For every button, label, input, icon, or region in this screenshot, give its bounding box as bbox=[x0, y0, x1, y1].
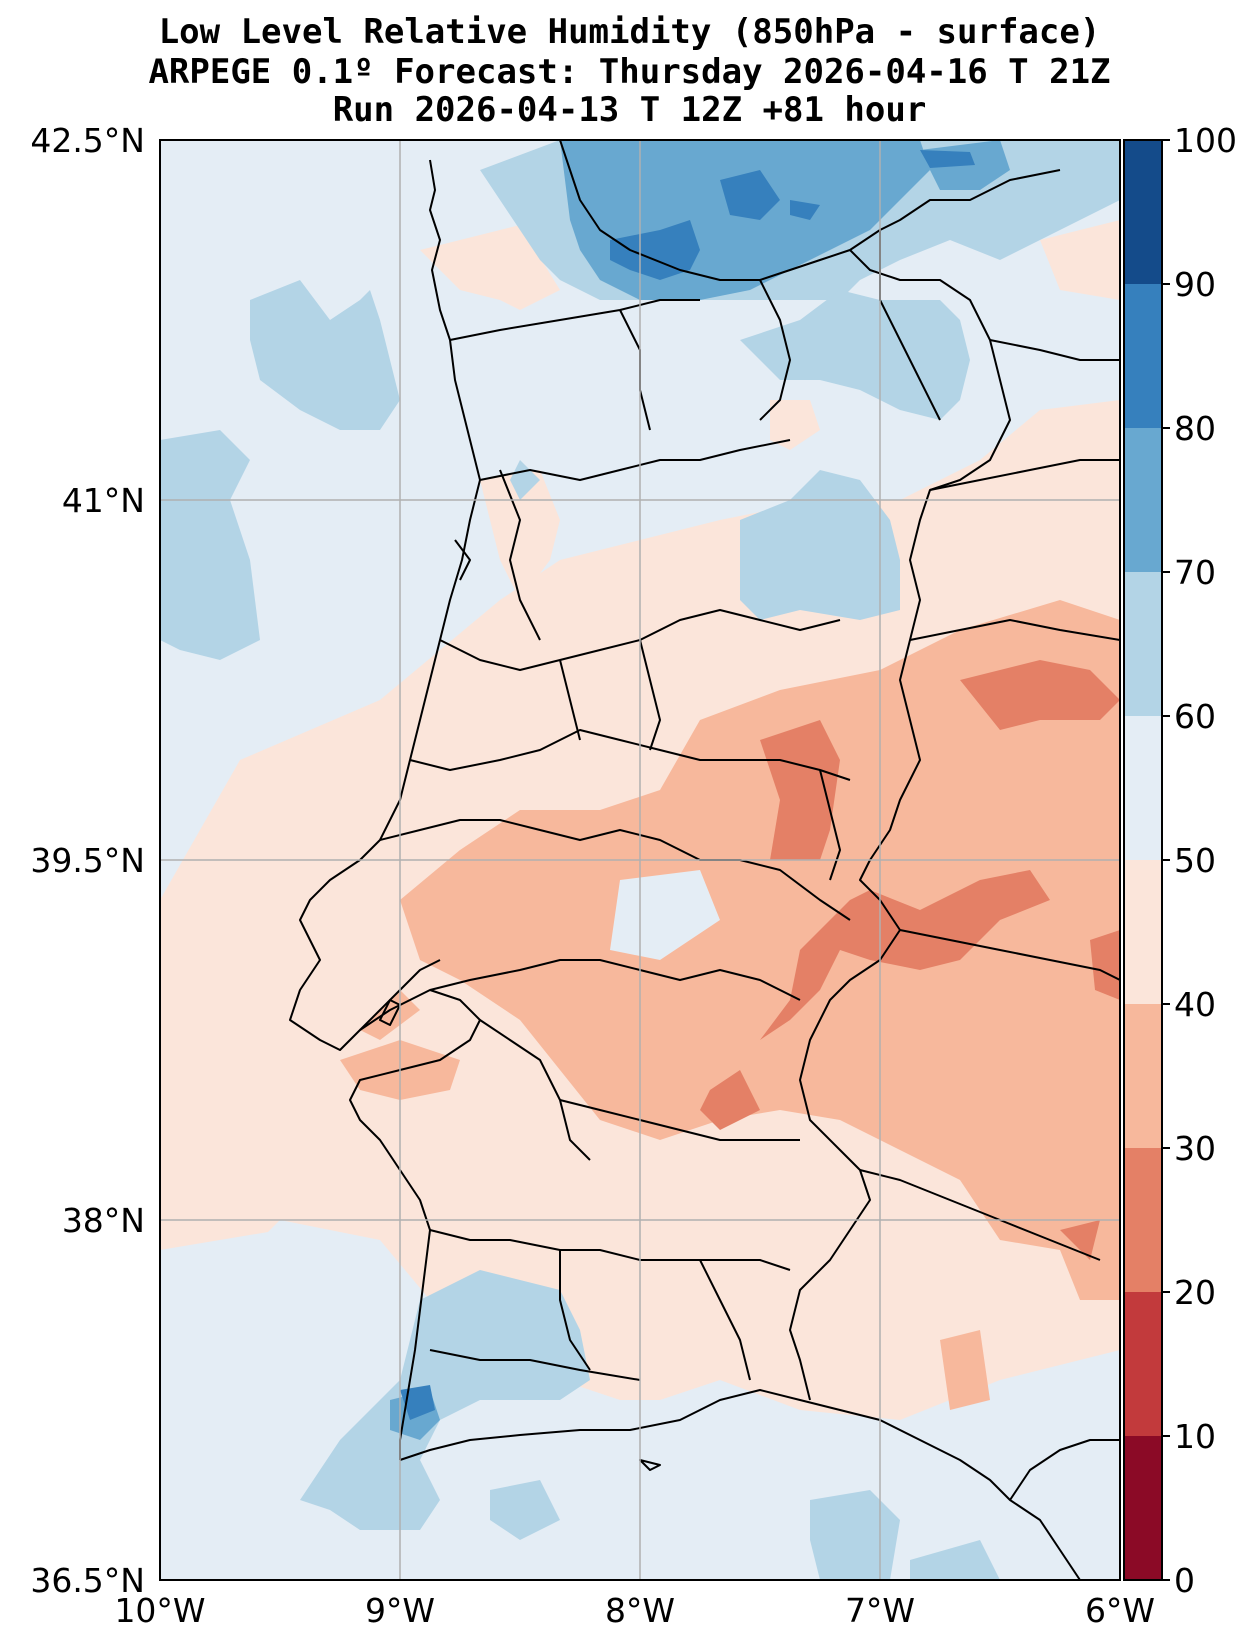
longitude-labels: 10°W 9°W 8°W 7°W 6°W bbox=[114, 1591, 1155, 1630]
colorbar-segment bbox=[1124, 716, 1162, 860]
colorbar-segment bbox=[1124, 284, 1162, 428]
colorbar-label: 70 bbox=[1174, 553, 1216, 592]
colorbar-segment bbox=[1124, 1004, 1162, 1148]
lat-label-41: 41°N bbox=[62, 481, 145, 520]
colorbar-ticks: 0 10 20 30 40 50 60 70 80 90 100 bbox=[1162, 121, 1237, 1600]
colorbar-label: 100 bbox=[1174, 121, 1237, 160]
colorbar-segment bbox=[1124, 1436, 1162, 1580]
colorbar-segment bbox=[1124, 860, 1162, 1004]
map-area bbox=[160, 140, 1120, 1580]
colorbar-label: 40 bbox=[1174, 985, 1216, 1024]
colorbar-label: 60 bbox=[1174, 697, 1216, 736]
colorbar-label: 10 bbox=[1174, 1417, 1216, 1456]
lat-label-42-5: 42.5°N bbox=[30, 121, 145, 160]
colorbar-segment bbox=[1124, 428, 1162, 572]
colorbar-segment bbox=[1124, 140, 1162, 284]
map-frame bbox=[159, 139, 1121, 1581]
humidity-20-30-region bbox=[700, 660, 1120, 1260]
lat-label-38: 38°N bbox=[62, 1201, 145, 1240]
gridlines bbox=[160, 140, 1120, 1580]
colorbar-label: 30 bbox=[1174, 1129, 1216, 1168]
humidity-80-90-region bbox=[400, 150, 975, 1420]
colorbar-label: 0 bbox=[1174, 1561, 1195, 1600]
colorbar: 0 10 20 30 40 50 60 70 80 90 100 bbox=[1123, 121, 1237, 1600]
colorbar-label: 80 bbox=[1174, 409, 1216, 448]
colorbar-segments bbox=[1124, 140, 1162, 1580]
lon-label-8w: 8°W bbox=[605, 1591, 675, 1630]
title-line-3: Run 2026-04-13 T 12Z +81 hour bbox=[332, 90, 927, 130]
lon-label-10w: 10°W bbox=[114, 1591, 205, 1630]
lon-label-7w: 7°W bbox=[845, 1591, 915, 1630]
colorbar-label: 50 bbox=[1174, 841, 1216, 880]
colorbar-label: 20 bbox=[1174, 1273, 1216, 1312]
colorbar-segment bbox=[1124, 1292, 1162, 1436]
colorbar-label: 90 bbox=[1174, 265, 1216, 304]
latitude-labels: 42.5°N 41°N 39.5°N 38°N 36.5°N bbox=[30, 121, 145, 1600]
lat-label-39-5: 39.5°N bbox=[30, 841, 145, 880]
title-line-1: Low Level Relative Humidity (850hPa - su… bbox=[158, 12, 1101, 52]
colorbar-frame bbox=[1123, 139, 1163, 1581]
title-line-2: ARPEGE 0.1º Forecast: Thursday 2026-04-1… bbox=[148, 52, 1111, 92]
lon-label-9w: 9°W bbox=[365, 1591, 435, 1630]
lon-label-6w: 6°W bbox=[1085, 1591, 1155, 1630]
colorbar-segment bbox=[1124, 572, 1162, 716]
colorbar-segment bbox=[1124, 1148, 1162, 1292]
lat-label-36-5: 36.5°N bbox=[30, 1561, 145, 1600]
